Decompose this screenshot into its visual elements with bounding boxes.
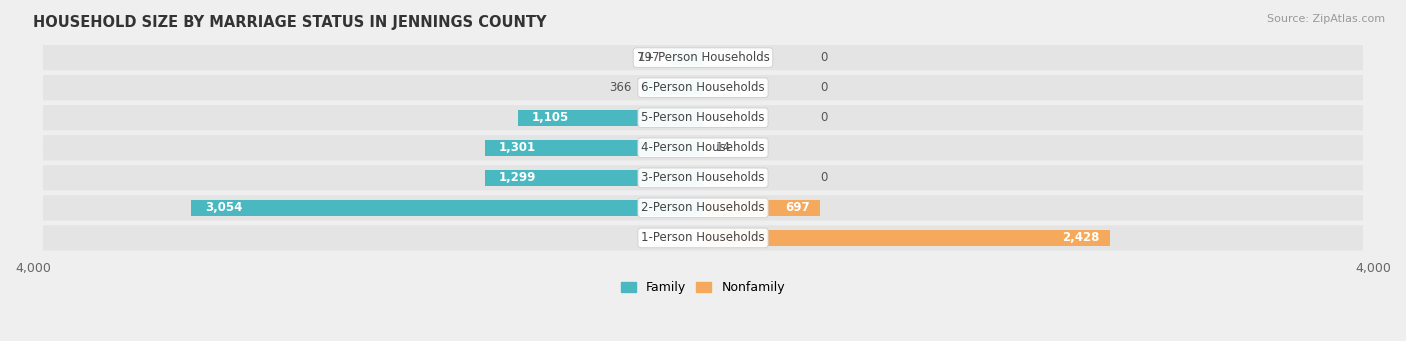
Text: HOUSEHOLD SIZE BY MARRIAGE STATUS IN JENNINGS COUNTY: HOUSEHOLD SIZE BY MARRIAGE STATUS IN JEN… <box>32 15 547 30</box>
Text: 3-Person Households: 3-Person Households <box>641 171 765 184</box>
Bar <box>641 80 703 95</box>
Text: 4-Person Households: 4-Person Households <box>641 141 765 154</box>
Text: 0: 0 <box>820 171 828 184</box>
Bar <box>671 50 703 65</box>
Text: 1,301: 1,301 <box>499 141 536 154</box>
Text: 2,428: 2,428 <box>1063 232 1099 244</box>
Bar <box>517 110 703 125</box>
Text: 6-Person Households: 6-Person Households <box>641 81 765 94</box>
Text: 366: 366 <box>609 81 631 94</box>
Text: 697: 697 <box>785 202 810 214</box>
FancyBboxPatch shape <box>44 195 1362 221</box>
Bar <box>703 230 1109 246</box>
Text: 0: 0 <box>820 111 828 124</box>
Text: 14: 14 <box>716 141 730 154</box>
Text: 1,105: 1,105 <box>531 111 568 124</box>
Bar <box>191 200 703 216</box>
FancyBboxPatch shape <box>44 45 1362 70</box>
Text: 5-Person Households: 5-Person Households <box>641 111 765 124</box>
Text: 1-Person Households: 1-Person Households <box>641 232 765 244</box>
FancyBboxPatch shape <box>44 165 1362 190</box>
Text: 0: 0 <box>820 81 828 94</box>
Text: 1,299: 1,299 <box>499 171 536 184</box>
Bar <box>703 140 706 155</box>
Text: 3,054: 3,054 <box>205 202 242 214</box>
Bar <box>485 140 703 155</box>
FancyBboxPatch shape <box>44 105 1362 130</box>
FancyBboxPatch shape <box>44 75 1362 100</box>
Text: 197: 197 <box>637 51 659 64</box>
FancyBboxPatch shape <box>44 225 1362 251</box>
Legend: Family, Nonfamily: Family, Nonfamily <box>616 277 790 299</box>
FancyBboxPatch shape <box>44 135 1362 160</box>
Text: 7+ Person Households: 7+ Person Households <box>637 51 769 64</box>
Bar <box>703 200 820 216</box>
Text: 0: 0 <box>820 51 828 64</box>
Bar <box>485 170 703 186</box>
Text: Source: ZipAtlas.com: Source: ZipAtlas.com <box>1267 14 1385 24</box>
Text: 2-Person Households: 2-Person Households <box>641 202 765 214</box>
